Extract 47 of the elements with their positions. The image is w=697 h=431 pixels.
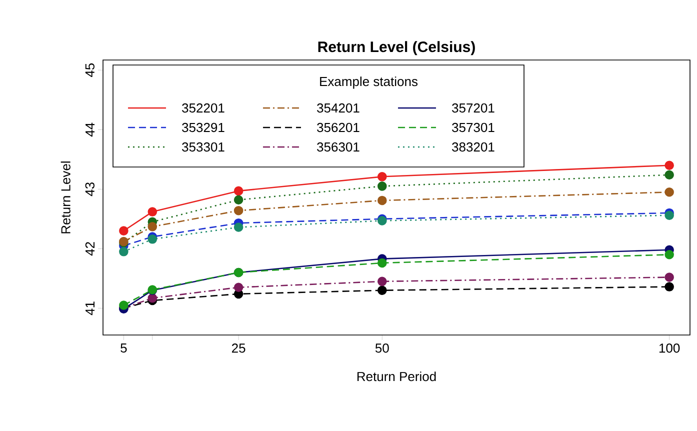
legend-label: 383201 bbox=[452, 142, 494, 152]
x-axis-title: Return Period bbox=[357, 372, 436, 382]
chart-title: Return Level (Celsius) bbox=[318, 41, 475, 56]
legend-label: 357201 bbox=[452, 103, 494, 113]
point bbox=[119, 300, 128, 310]
point bbox=[664, 210, 674, 220]
legend-label: 356201 bbox=[317, 122, 360, 132]
x-tick-label: 5 bbox=[120, 344, 127, 353]
point bbox=[664, 282, 674, 292]
point bbox=[234, 186, 244, 196]
legend-label: 356301 bbox=[317, 142, 360, 152]
point bbox=[234, 195, 244, 205]
y-tick-label: 44 bbox=[86, 122, 94, 137]
y-tick-label: 43 bbox=[85, 182, 94, 196]
point bbox=[377, 196, 387, 206]
point bbox=[234, 206, 244, 216]
point bbox=[664, 170, 674, 180]
legend-label: 353301 bbox=[182, 142, 224, 152]
legend-label: 354201 bbox=[317, 103, 360, 113]
point bbox=[234, 222, 244, 232]
point bbox=[119, 247, 128, 256]
point bbox=[664, 272, 674, 282]
point bbox=[119, 226, 128, 236]
x-tick-label: 100 bbox=[659, 344, 680, 353]
point bbox=[377, 276, 387, 286]
point bbox=[377, 286, 387, 295]
point bbox=[148, 222, 158, 232]
y-tick-label: 42 bbox=[85, 242, 94, 256]
y-axis-title: Return Level bbox=[60, 162, 70, 234]
point bbox=[377, 258, 387, 268]
point bbox=[148, 293, 158, 303]
point bbox=[664, 250, 674, 260]
point bbox=[234, 282, 244, 292]
point bbox=[148, 234, 158, 244]
point bbox=[664, 160, 674, 170]
legend-label: 357301 bbox=[452, 122, 494, 132]
legend-label: 352201 bbox=[182, 103, 224, 113]
y-tick-label: 41 bbox=[86, 302, 94, 316]
point bbox=[664, 187, 674, 197]
point bbox=[148, 207, 158, 216]
point bbox=[377, 182, 387, 191]
x-tick-label: 25 bbox=[232, 344, 246, 353]
x-tick-label: 50 bbox=[375, 344, 389, 353]
legend-title: Example stations bbox=[320, 76, 418, 89]
legend-label: 353291 bbox=[182, 122, 224, 132]
y-tick-label: 45 bbox=[85, 63, 94, 78]
point bbox=[377, 172, 387, 182]
